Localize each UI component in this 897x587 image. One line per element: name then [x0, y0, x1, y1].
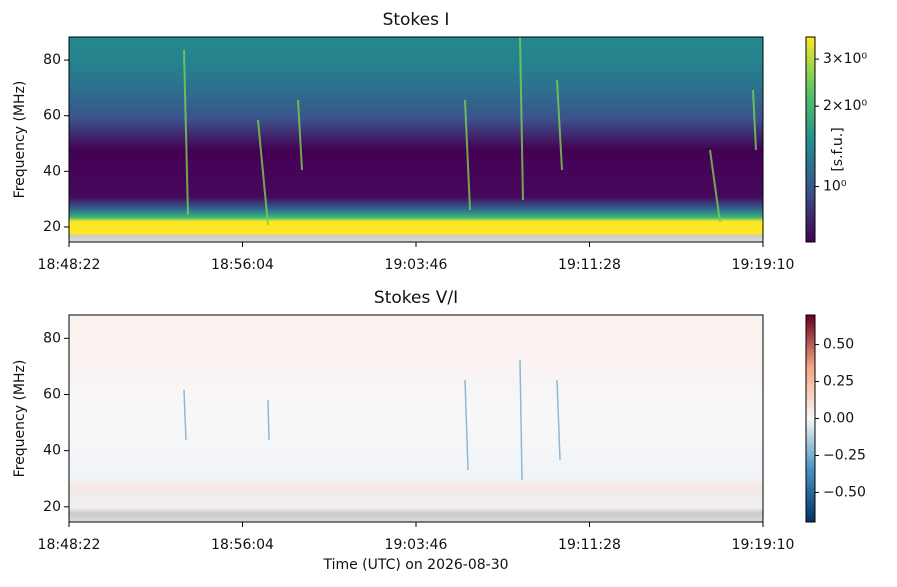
- x-tick-label: 19:03:46: [385, 537, 448, 553]
- x-axis-label: Time (UTC) on 2026-08-30: [322, 557, 508, 573]
- y-tick-label: 20: [43, 219, 61, 235]
- colorbar-tick-label: −0.50: [823, 484, 866, 500]
- x-tick-label: 18:56:04: [211, 257, 274, 273]
- burst-streaks: [183, 36, 757, 226]
- y-tick-label: 40: [43, 163, 61, 179]
- y-axis-label: Frequency (MHz): [12, 360, 28, 478]
- colorbar-tick-label: 2×10⁰: [823, 98, 867, 114]
- burst-streaks: [183, 359, 561, 481]
- chart-title: Stokes V/I: [374, 288, 458, 308]
- y-tick-label: 60: [43, 386, 61, 402]
- colorbar-tick-label: 0.25: [823, 374, 854, 390]
- x-tick-label: 18:56:04: [211, 537, 274, 553]
- y-tick-label: 80: [43, 330, 61, 346]
- colorbar-tick-label: 0.50: [823, 337, 854, 353]
- spectrogram-image: [69, 37, 763, 242]
- y-axis-label: Frequency (MHz): [12, 81, 28, 199]
- y-tick-label: 60: [43, 108, 61, 124]
- colorbar-label: [s.f.u.]: [830, 127, 846, 171]
- x-tick-label: 19:11:28: [558, 257, 621, 273]
- colorbar: [805, 314, 816, 523]
- colorbar-tick-label: 3×10⁰: [823, 51, 867, 67]
- colorbar-tick-label: 10⁰: [823, 179, 847, 195]
- x-tick-label: 19:03:46: [385, 257, 448, 273]
- y-tick-label: 80: [43, 52, 61, 68]
- y-tick-label: 20: [43, 499, 61, 515]
- spectrogram-image: [69, 315, 763, 522]
- colorbar: [805, 36, 816, 243]
- x-tick-label: 19:19:10: [732, 257, 795, 273]
- x-tick-label: 18:48:22: [38, 257, 101, 273]
- chart-title: Stokes I: [383, 10, 450, 30]
- x-tick-label: 18:48:22: [38, 537, 101, 553]
- colorbar-tick-label: −0.25: [823, 447, 866, 463]
- x-tick-label: 19:11:28: [558, 537, 621, 553]
- y-tick-label: 40: [43, 443, 61, 459]
- colorbar-tick-label: 0.00: [823, 411, 854, 427]
- x-tick-label: 19:19:10: [732, 537, 795, 553]
